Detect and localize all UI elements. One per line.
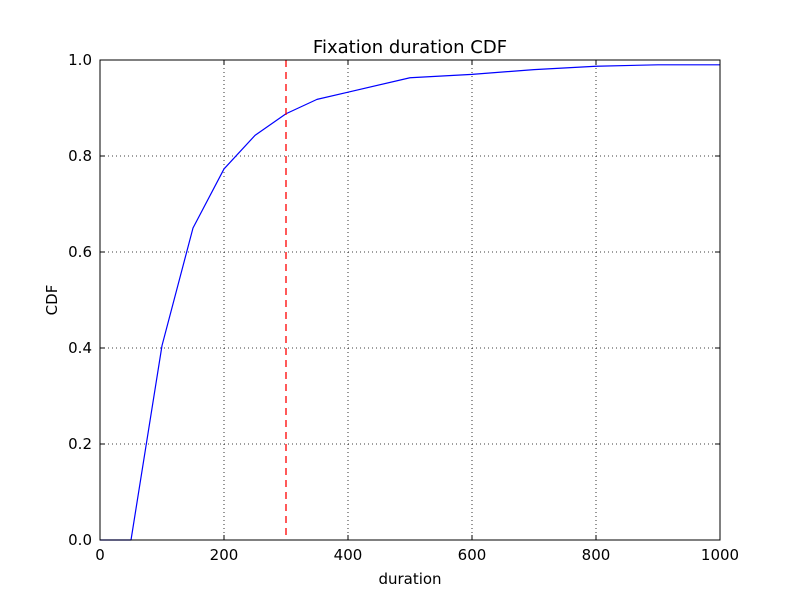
series-line-0 <box>100 64 720 541</box>
x-tick-label: 400 <box>334 546 363 564</box>
y-tick-label: 0.2 <box>68 435 92 453</box>
plot-frame <box>99 59 721 541</box>
series-layer <box>100 60 720 541</box>
grid <box>100 60 720 540</box>
ticks: 0 200 400 600 800 1000 0.0 0.2 0.4 0.6 0.8 1.0 <box>68 51 739 564</box>
y-tick-label: 0.8 <box>68 147 92 165</box>
x-tick-label: 1000 <box>701 546 739 564</box>
x-tick-label: 0 <box>95 546 105 564</box>
y-tick-label: 1.0 <box>68 51 92 69</box>
y-tick-label: 0.0 <box>68 531 92 549</box>
chart-title: Fixation duration CDF <box>313 37 507 58</box>
x-tick-label: 200 <box>210 546 239 564</box>
y-tick-label: 0.6 <box>68 243 92 261</box>
x-tick-label: 600 <box>458 546 487 564</box>
y-tick-label: 0.4 <box>68 339 92 357</box>
y-axis-label: CDF <box>43 285 61 316</box>
x-tick-label: 800 <box>582 546 611 564</box>
x-axis-label: duration <box>378 570 441 588</box>
